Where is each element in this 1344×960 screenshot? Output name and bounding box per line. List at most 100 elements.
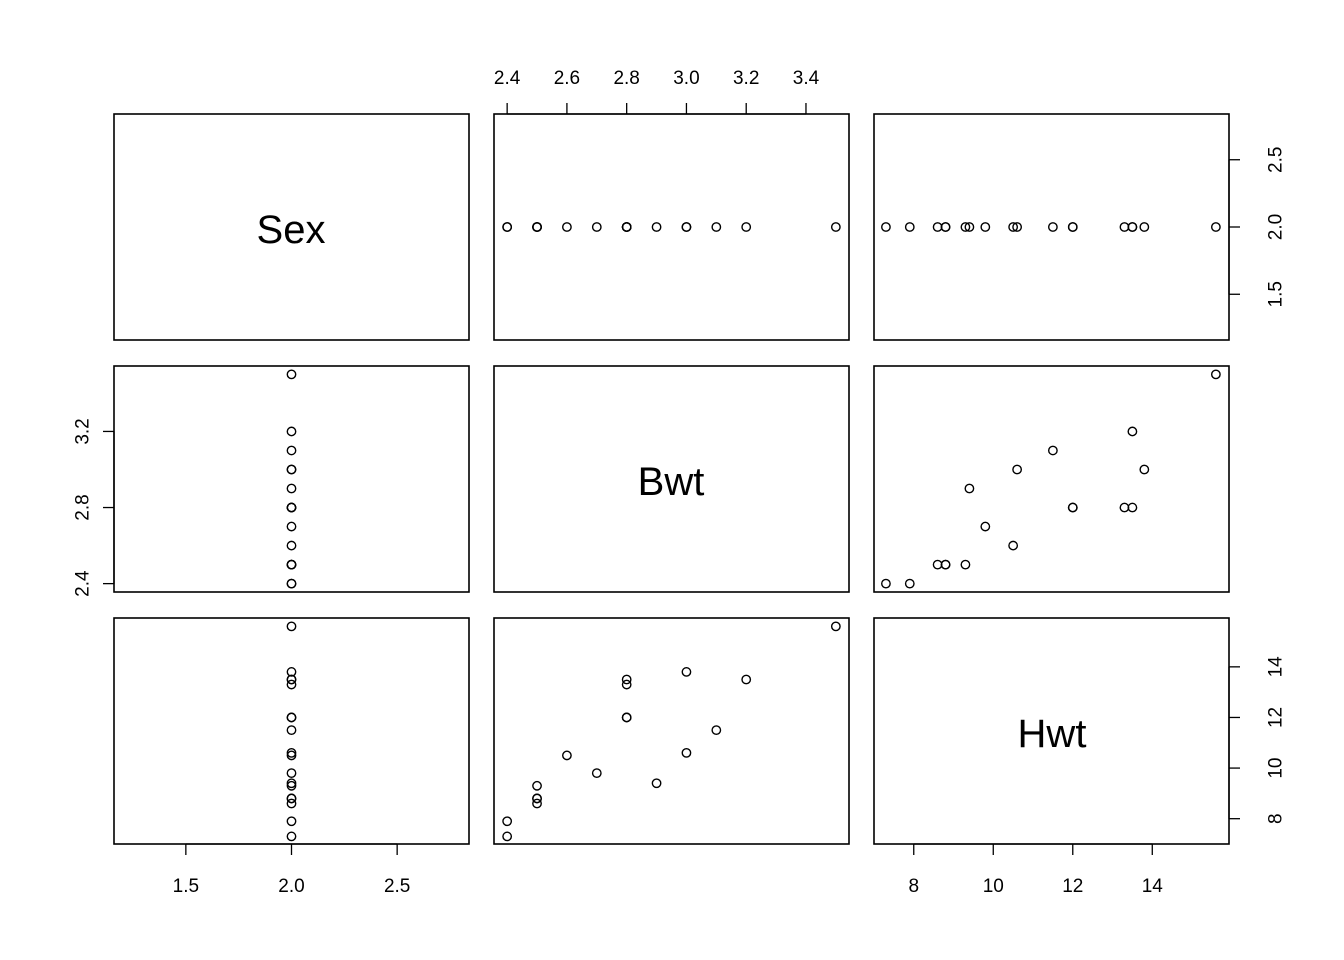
point-sex-vs-bwt: [711, 222, 722, 232]
point-sex-vs-bwt: [741, 222, 752, 232]
sex-right-tick-label: 2.0: [1266, 214, 1287, 240]
bwt-top-tick-label: 2.6: [554, 68, 580, 89]
point-sex-vs-hwt: [904, 222, 915, 232]
point-bwt-vs-sex: [286, 559, 297, 570]
point-sex-vs-bwt: [651, 222, 662, 232]
axes-layer: 1.5 2.0 2.5 8 10 12 14 2.4 2.6 2.8 3.0 3.2 3.4 2.4 2.8…: [73, 68, 1287, 897]
point-hwt-vs-bwt: [532, 798, 542, 809]
point-bwt-vs-hwt: [1012, 464, 1023, 475]
point-hwt-vs-bwt: [532, 793, 542, 804]
sex-right-tick-label: 2.5: [1266, 147, 1287, 173]
panel-frame-bwt-vs-hwt: [873, 365, 1230, 593]
point-hwt-vs-sex: [286, 778, 297, 789]
point-hwt-vs-bwt: [621, 712, 632, 723]
point-bwt-vs-sex: [286, 369, 297, 380]
diagonal-label-hwt: Hwt: [1018, 712, 1087, 756]
hwt-bottom-tick-label: 10: [983, 876, 1004, 897]
point-sex-vs-bwt: [502, 222, 513, 232]
point-hwt-vs-sex: [286, 831, 297, 842]
point-hwt-vs-bwt: [502, 816, 513, 827]
panel-frame-hwt-vs-bwt: [493, 617, 850, 845]
point-hwt-vs-sex: [286, 674, 297, 685]
point-bwt-vs-sex: [286, 540, 297, 551]
point-sex-vs-hwt: [1210, 222, 1221, 232]
point-sex-vs-hwt: [1127, 222, 1138, 232]
point-bwt-vs-hwt: [1119, 502, 1130, 513]
point-bwt-vs-hwt: [1008, 540, 1019, 551]
point-bwt-vs-hwt: [964, 483, 975, 494]
point-hwt-vs-sex: [286, 712, 297, 723]
point-hwt-vs-bwt: [502, 831, 513, 842]
point-bwt-vs-hwt: [1127, 502, 1138, 513]
point-hwt-vs-bwt: [621, 674, 632, 685]
point-sex-vs-hwt: [1012, 222, 1023, 232]
point-bwt-vs-sex: [286, 426, 297, 437]
point-sex-vs-bwt: [681, 222, 692, 232]
point-sex-vs-bwt: [591, 222, 602, 232]
point-bwt-vs-sex: [286, 521, 297, 532]
point-hwt-vs-sex: [286, 621, 297, 632]
point-bwt-vs-sex: [286, 578, 297, 589]
point-sex-vs-hwt: [1119, 222, 1130, 232]
point-sex-vs-hwt: [881, 222, 891, 232]
point-bwt-vs-sex: [286, 445, 297, 456]
point-hwt-vs-bwt: [621, 679, 632, 690]
point-hwt-vs-sex: [286, 750, 297, 761]
diagonal-label-sex: Sex: [257, 208, 326, 252]
panel-frame-bwt-vs-sex: [113, 365, 470, 593]
bwt-top-tick-label: 3.4: [793, 68, 820, 89]
point-sex-vs-bwt: [532, 222, 542, 232]
point-hwt-vs-bwt: [681, 747, 692, 758]
point-hwt-vs-sex: [286, 679, 297, 690]
point-hwt-vs-sex: [286, 725, 297, 736]
point-hwt-vs-bwt: [711, 725, 722, 736]
sex-bottom-tick-label: 1.5: [173, 876, 199, 897]
point-bwt-vs-hwt: [1047, 445, 1058, 456]
hwt-bottom-tick-label: 14: [1142, 876, 1164, 897]
bwt-left-tick-label: 3.2: [73, 418, 94, 444]
bwt-top-tick-label: 2.4: [494, 68, 521, 89]
point-sex-vs-hwt: [980, 222, 991, 232]
point-hwt-vs-sex: [286, 747, 297, 758]
points-layer: [286, 222, 1221, 842]
bwt-top-tick-label: 3.0: [673, 68, 699, 89]
panel-frame-sex-vs-bwt: [493, 113, 850, 341]
sex-bottom-tick-label: 2.5: [384, 876, 410, 897]
panel-frame-hwt-vs-sex: [113, 617, 470, 845]
bwt-top-tick-label: 3.2: [733, 68, 759, 89]
panel-frame-sex-vs-sex: [113, 113, 470, 341]
point-sex-vs-hwt: [932, 222, 943, 232]
point-bwt-vs-hwt: [960, 559, 971, 570]
point-sex-vs-hwt: [1139, 222, 1150, 232]
point-hwt-vs-sex: [286, 816, 297, 827]
point-hwt-vs-sex: [286, 780, 297, 791]
sex-bottom-tick-label: 2.0: [278, 876, 304, 897]
diagonal-labels-layer: Sex Bwt Hwt: [257, 208, 1087, 756]
hwt-right-tick-label: 8: [1266, 813, 1287, 824]
point-bwt-vs-hwt: [980, 521, 991, 532]
point-hwt-vs-sex: [286, 793, 297, 804]
point-hwt-vs-bwt: [532, 780, 542, 791]
hwt-bottom-tick-label: 8: [908, 876, 919, 897]
hwt-right-tick-label: 12: [1266, 707, 1287, 728]
point-sex-vs-bwt: [830, 222, 841, 232]
hwt-right-tick-label: 10: [1266, 758, 1287, 779]
hwt-right-tick-label: 14: [1266, 656, 1287, 678]
point-bwt-vs-sex: [286, 483, 297, 494]
point-hwt-vs-sex: [286, 798, 297, 809]
point-bwt-vs-hwt: [1067, 502, 1078, 513]
point-bwt-vs-hwt: [932, 559, 943, 570]
panel-frame-sex-vs-hwt: [873, 113, 1230, 341]
point-bwt-vs-hwt: [1127, 426, 1138, 437]
point-sex-vs-bwt: [621, 222, 632, 232]
point-bwt-vs-sex: [286, 464, 297, 475]
diagonal-label-bwt: Bwt: [638, 460, 705, 504]
point-sex-vs-bwt: [562, 222, 572, 232]
point-hwt-vs-bwt: [741, 674, 752, 685]
point-hwt-vs-bwt: [681, 667, 692, 677]
bwt-left-tick-label: 2.4: [73, 570, 94, 597]
point-sex-vs-hwt: [964, 222, 975, 232]
point-hwt-vs-bwt: [562, 750, 572, 761]
point-bwt-vs-hwt: [1139, 464, 1150, 475]
